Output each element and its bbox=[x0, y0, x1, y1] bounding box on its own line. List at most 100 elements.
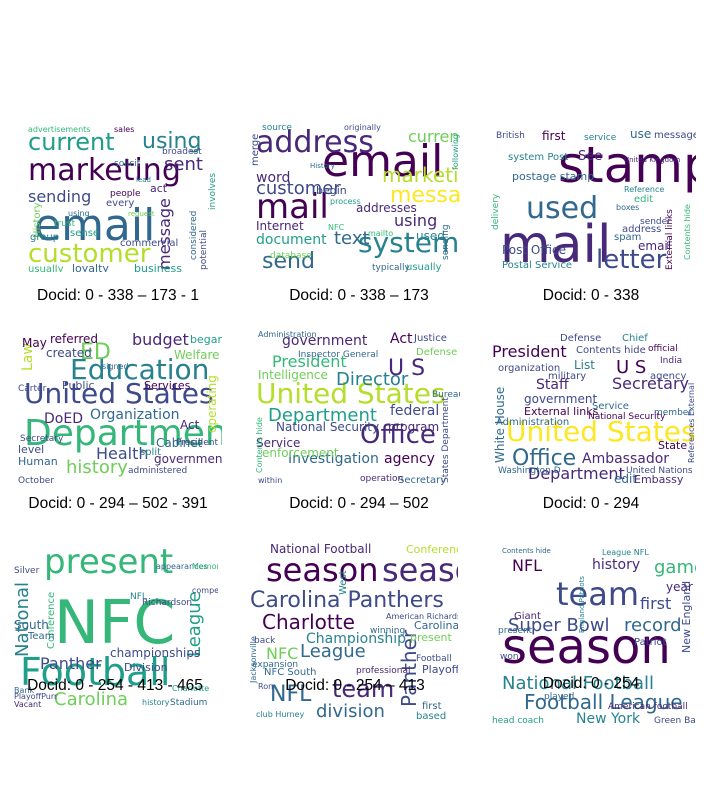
word-3-14: email bbox=[638, 239, 671, 253]
word-6-5: U S bbox=[616, 357, 646, 378]
word-4-26: administered bbox=[128, 466, 187, 476]
word-2-6: send bbox=[262, 249, 315, 272]
word-4-4: budget bbox=[132, 330, 189, 349]
word-9-9: first bbox=[640, 594, 671, 613]
word-7-13: NFL bbox=[130, 592, 147, 602]
word-8-21: based bbox=[416, 711, 446, 722]
word-2-16: usually bbox=[406, 262, 442, 272]
word-2-18: used bbox=[416, 229, 445, 243]
word-4-0: Department bbox=[24, 413, 222, 454]
word-2-21: merge bbox=[250, 134, 261, 166]
word-5-6: Intelligence bbox=[258, 368, 328, 382]
word-2-28: process bbox=[330, 197, 361, 206]
word-3-18: delivery bbox=[491, 193, 501, 230]
word-1-27: using bbox=[68, 209, 90, 218]
word-8-18: Football bbox=[416, 654, 452, 664]
word-6-27: India bbox=[660, 356, 682, 366]
word-4-15: Services bbox=[144, 379, 191, 392]
word-9-13: New England bbox=[680, 581, 693, 653]
word-1-9: business bbox=[134, 262, 182, 272]
word-6-16: Embassy bbox=[634, 473, 684, 485]
word-8-22: Jacksonville bbox=[249, 636, 258, 684]
word-6-13: Contents hide bbox=[576, 345, 646, 356]
word-4-17: government bbox=[154, 452, 222, 466]
word-1-14: sales bbox=[114, 125, 134, 134]
word-1-8: loyalty bbox=[72, 262, 109, 272]
word-7-10: South bbox=[14, 618, 49, 632]
word-8-26: club Hurney bbox=[256, 710, 305, 719]
caption-8: Docid: 0 - 254 – 413 bbox=[285, 677, 425, 694]
word-7-20: compete bbox=[192, 586, 218, 595]
word-5-25: Bureau bbox=[432, 390, 460, 400]
word-6-12: organization bbox=[498, 363, 560, 374]
word-2-9: text bbox=[334, 228, 370, 249]
word-7-1: Football bbox=[20, 650, 170, 694]
word-6-2: Department bbox=[528, 464, 625, 483]
word-4-12: Welfare bbox=[174, 348, 220, 362]
word-5-2: Department bbox=[268, 405, 377, 426]
word-8-14: Carolina bbox=[414, 619, 458, 632]
word-4-20: level bbox=[18, 443, 44, 456]
word-3-0: stamp bbox=[558, 136, 696, 194]
word-7-7: championships bbox=[110, 646, 200, 660]
word-3-12: See bbox=[578, 149, 602, 164]
word-6-18: Defense bbox=[560, 333, 601, 344]
word-7-16: Charlotte bbox=[172, 684, 209, 693]
word-9-7: history bbox=[592, 557, 640, 573]
word-1-4: using bbox=[142, 129, 201, 154]
word-9-2: Football League bbox=[524, 690, 683, 714]
word-5-20: Administration bbox=[258, 330, 317, 339]
word-9-1: team bbox=[556, 575, 639, 613]
word-4-23: President bbox=[176, 438, 218, 448]
word-1-12: History bbox=[32, 202, 43, 238]
word-2-23: originally bbox=[344, 123, 381, 132]
word-8-1: season bbox=[382, 551, 458, 589]
word-7-17: Vacant bbox=[14, 700, 41, 709]
word-8-19: winning bbox=[370, 626, 405, 636]
word-8-24: expansion bbox=[252, 660, 298, 670]
word-1-15: broadest bbox=[162, 147, 202, 157]
word-3-21: sender bbox=[640, 217, 671, 227]
word-6-0: United States bbox=[506, 415, 696, 448]
word-4-27: May bbox=[22, 336, 47, 350]
word-1-22: trust bbox=[54, 219, 76, 229]
word-8-10: National Football bbox=[270, 542, 371, 556]
word-2-7: customer bbox=[256, 178, 341, 199]
word-2-22: source bbox=[262, 123, 292, 133]
word-6-22: member bbox=[654, 408, 692, 418]
word-4-13: began bbox=[190, 333, 222, 346]
word-8-4: NFL bbox=[270, 682, 312, 707]
word-8-23: back bbox=[254, 636, 276, 646]
word-3-17: External links bbox=[665, 209, 675, 270]
word-9-4: Super Bowl bbox=[508, 615, 610, 636]
word-8-7: Championship bbox=[306, 631, 406, 647]
word-1-1: marketing bbox=[28, 153, 181, 188]
word-7-9: Conference bbox=[46, 592, 57, 649]
word-4-6: Health bbox=[96, 444, 149, 463]
word-2-4: message bbox=[390, 183, 460, 208]
word-3-2: used bbox=[526, 191, 598, 226]
word-5-24: States Department bbox=[441, 397, 451, 483]
wordcloud-panel-4: Department United States Education ED budget… bbox=[10, 323, 222, 485]
wordcloud-1: email marketing customer current using sendin… bbox=[28, 125, 218, 272]
word-6-29: Washington D bbox=[498, 466, 561, 476]
word-8-6: League bbox=[300, 641, 366, 662]
word-7-4: Carolina bbox=[54, 689, 128, 710]
word-4-3: ED bbox=[80, 340, 111, 365]
word-1-24: involves bbox=[208, 173, 218, 210]
word-7-23: PlayoffPurr bbox=[14, 692, 58, 701]
word-8-5: team bbox=[332, 675, 394, 703]
word-9-19: won bbox=[500, 652, 519, 662]
word-6-14: List bbox=[574, 358, 595, 372]
word-8-12: NFC bbox=[266, 644, 298, 663]
word-3-20: Reference bbox=[624, 185, 664, 194]
word-9-14: American football bbox=[608, 702, 688, 712]
word-3-9: use bbox=[630, 127, 651, 141]
word-1-0: email bbox=[34, 200, 155, 251]
word-2-13: Internet bbox=[256, 219, 304, 233]
